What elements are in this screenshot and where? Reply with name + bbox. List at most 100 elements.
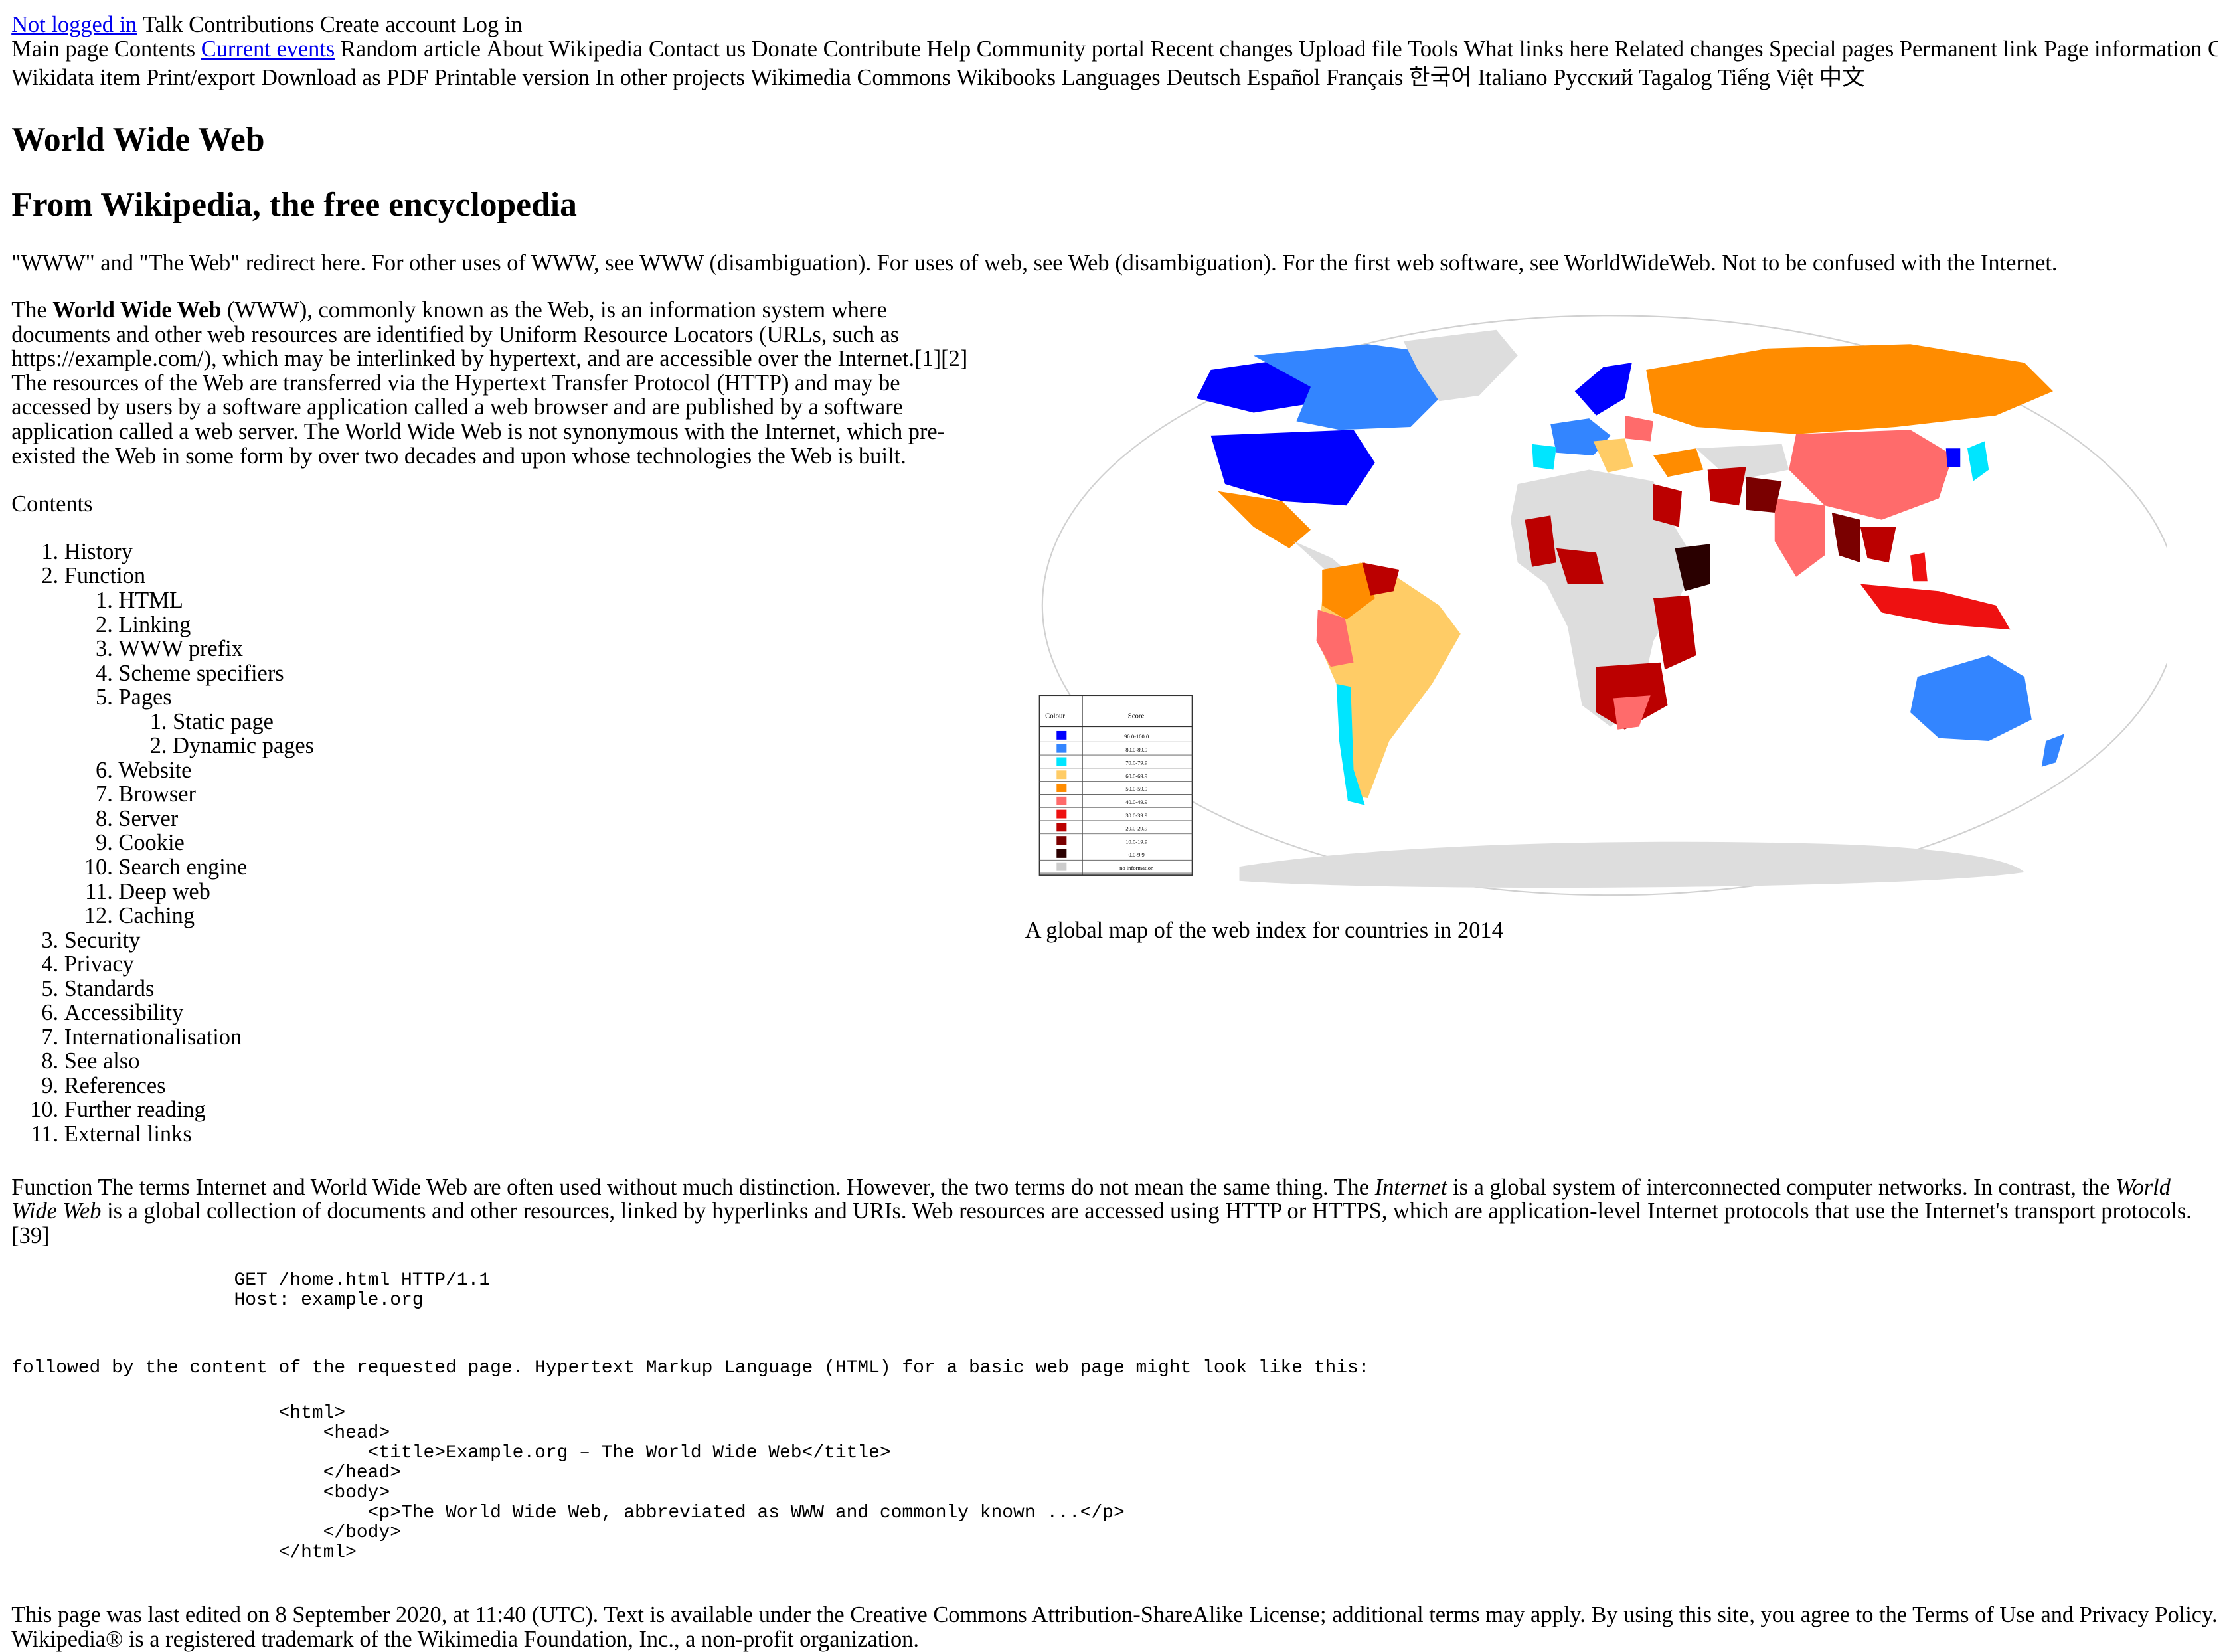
- navigation-menu: Main page Contents Current events Random ar…: [11, 36, 2218, 63]
- function-term-www: World Wide Web: [11, 1174, 2171, 1224]
- page-title: World Wide Web: [11, 120, 265, 159]
- toc-item-search-engine[interactable]: Search engine: [118, 855, 982, 880]
- donate-link[interactable]: Donate: [751, 36, 818, 62]
- toc-item-www-prefix[interactable]: WWW prefix: [118, 637, 982, 661]
- legend-score-label: 90.0-100.0: [1124, 733, 1149, 740]
- southern-africa-region: [1596, 662, 1668, 730]
- toc-item-pages[interactable]: Pages Static page Dynamic pages: [118, 685, 982, 758]
- lang-korean-link[interactable]: 한국어: [1408, 64, 1472, 90]
- legend-swatch: [1056, 796, 1067, 805]
- peru-region: [1316, 609, 1354, 667]
- lang-tagalog-link[interactable]: Tagalog: [1639, 64, 1712, 90]
- toc-item-browser[interactable]: Browser: [118, 782, 982, 807]
- central-asia-region: [1696, 444, 1789, 481]
- left-column: The World Wide Web (WWW), commonly known…: [11, 298, 982, 1146]
- talk-link[interactable]: Talk: [142, 12, 183, 38]
- toc-item-external-links[interactable]: External links: [64, 1122, 982, 1147]
- lang-deutsch-link[interactable]: Deutsch: [1166, 64, 1241, 90]
- legend-score-label: 70.0-79.9: [1125, 759, 1147, 766]
- toc-item-internationalisation[interactable]: Internationalisation: [64, 1025, 982, 1050]
- permanent-link[interactable]: Permanent link: [1899, 36, 2038, 62]
- philippines-region: [1910, 552, 1928, 581]
- log-in-link[interactable]: Log in: [461, 12, 523, 38]
- australia-region: [1910, 655, 2032, 741]
- toc-item-references[interactable]: References: [64, 1074, 982, 1098]
- lang-italiano-link[interactable]: Italiano: [1477, 64, 1548, 90]
- lang-espanol-link[interactable]: Español: [1246, 64, 1321, 90]
- contribute-heading[interactable]: Contribute: [823, 36, 921, 62]
- toc-item-further-reading[interactable]: Further reading: [64, 1098, 982, 1122]
- toc-item-function[interactable]: Function HTML Linking WWW prefix Scheme …: [64, 564, 982, 928]
- indonesia-region: [1860, 584, 2011, 630]
- related-changes-link[interactable]: Related changes: [1614, 36, 1764, 62]
- create-account-link[interactable]: Create account: [319, 12, 457, 38]
- contents-link[interactable]: Contents: [114, 36, 196, 62]
- intro-bold-term: World Wide Web: [52, 297, 222, 323]
- help-link[interactable]: Help: [926, 36, 971, 62]
- middle-east-region: [1707, 466, 1746, 506]
- function-paragraph: Function The terms Internet and World Wi…: [11, 1175, 2218, 1248]
- lang-francais-link[interactable]: Français: [1325, 64, 1404, 90]
- toc-item-html[interactable]: HTML: [118, 588, 982, 613]
- right-column: Colour Score 90.0-100.0 80.0-89.9 70.0-79.…: [982, 298, 2218, 944]
- toc-item-linking[interactable]: Linking: [118, 612, 982, 637]
- followed-by-text: followed by the content of the requested…: [11, 1357, 1370, 1378]
- toc-item-security[interactable]: Security: [64, 928, 982, 953]
- legend-swatch: [1056, 757, 1067, 766]
- languages-heading[interactable]: Languages: [1061, 64, 1161, 90]
- random-article-link[interactable]: Random article: [340, 36, 481, 62]
- lang-chinese-link[interactable]: 中文: [1819, 64, 1865, 90]
- about-wikipedia-link[interactable]: About Wikipedia: [486, 36, 643, 62]
- canada-region: [1253, 344, 1453, 430]
- toc-item-see-also[interactable]: See also: [64, 1049, 982, 1074]
- recent-changes-link[interactable]: Recent changes: [1150, 36, 1293, 62]
- tools-heading[interactable]: Tools: [1408, 36, 1459, 62]
- printable-version-link[interactable]: Printable version: [434, 64, 590, 90]
- antarctica-shape: [1239, 841, 2024, 888]
- toc-item-static-page[interactable]: Static page: [173, 709, 982, 734]
- legend-score-label: 40.0-49.9: [1125, 799, 1147, 805]
- eastern-europe-region: [1624, 415, 1653, 442]
- toc-item-function-label[interactable]: Function: [64, 563, 146, 589]
- upload-file-link[interactable]: Upload file: [1298, 36, 1402, 62]
- wikibooks-link[interactable]: Wikibooks: [956, 64, 1056, 90]
- community-portal-link[interactable]: Community portal: [976, 36, 1145, 62]
- footer-text: This page was last edited on 8 September…: [11, 1602, 2218, 1652]
- contributions-link[interactable]: Contributions: [189, 12, 315, 38]
- toc-item-scheme-specifiers[interactable]: Scheme specifiers: [118, 661, 982, 686]
- current-events-link[interactable]: Current events: [201, 36, 335, 62]
- cite-this-page-link[interactable]: Cite this page: [2208, 37, 2218, 62]
- wikidata-item-link[interactable]: Wikidata item: [11, 64, 141, 90]
- legend-score-header: Score: [1127, 712, 1144, 720]
- other-projects-heading[interactable]: In other projects: [595, 64, 745, 90]
- what-links-here-link[interactable]: What links here: [1463, 36, 1609, 62]
- toc-item-pages-label[interactable]: Pages: [118, 685, 172, 710]
- toc-item-accessibility[interactable]: Accessibility: [64, 1001, 982, 1025]
- iberia-region: [1531, 444, 1556, 470]
- page-information-link[interactable]: Page information: [2044, 36, 2202, 62]
- contact-us-link[interactable]: Contact us: [648, 36, 746, 62]
- toc-item-standards[interactable]: Standards: [64, 976, 982, 1001]
- wikimedia-commons-link[interactable]: Wikimedia Commons: [750, 64, 951, 90]
- india-region: [1774, 498, 1825, 577]
- not-logged-in-link[interactable]: Not logged in: [11, 12, 137, 38]
- toc-item-server[interactable]: Server: [118, 807, 982, 831]
- toc-item-website[interactable]: Website: [118, 758, 982, 783]
- print-export-heading[interactable]: Print/export: [146, 64, 256, 90]
- usa-region: [1210, 430, 1375, 506]
- toc-sublist-pages: Static page Dynamic pages: [118, 709, 982, 758]
- lang-vietnamese-link[interactable]: Tiếng Việt: [1717, 64, 1814, 90]
- lang-russian-link[interactable]: Русский: [1553, 64, 1633, 90]
- toc-item-dynamic-pages[interactable]: Dynamic pages: [173, 734, 982, 758]
- toc-item-privacy[interactable]: Privacy: [64, 952, 982, 977]
- toc-item-caching[interactable]: Caching: [118, 904, 982, 928]
- toc-item-history[interactable]: History: [64, 540, 982, 564]
- world-map-image[interactable]: Colour Score 90.0-100.0 80.0-89.9 70.0-79.…: [1025, 313, 2179, 898]
- toc-item-deep-web[interactable]: Deep web: [118, 879, 982, 904]
- html-example-code: <html> <head> <title>Example.org – The W…: [278, 1402, 1125, 1564]
- toc-item-cookie[interactable]: Cookie: [118, 831, 982, 855]
- main-page-link[interactable]: Main page: [11, 36, 109, 62]
- legend-swatch: [1056, 862, 1067, 871]
- download-pdf-link[interactable]: Download as PDF: [261, 64, 429, 90]
- special-pages-link[interactable]: Special pages: [1769, 36, 1894, 62]
